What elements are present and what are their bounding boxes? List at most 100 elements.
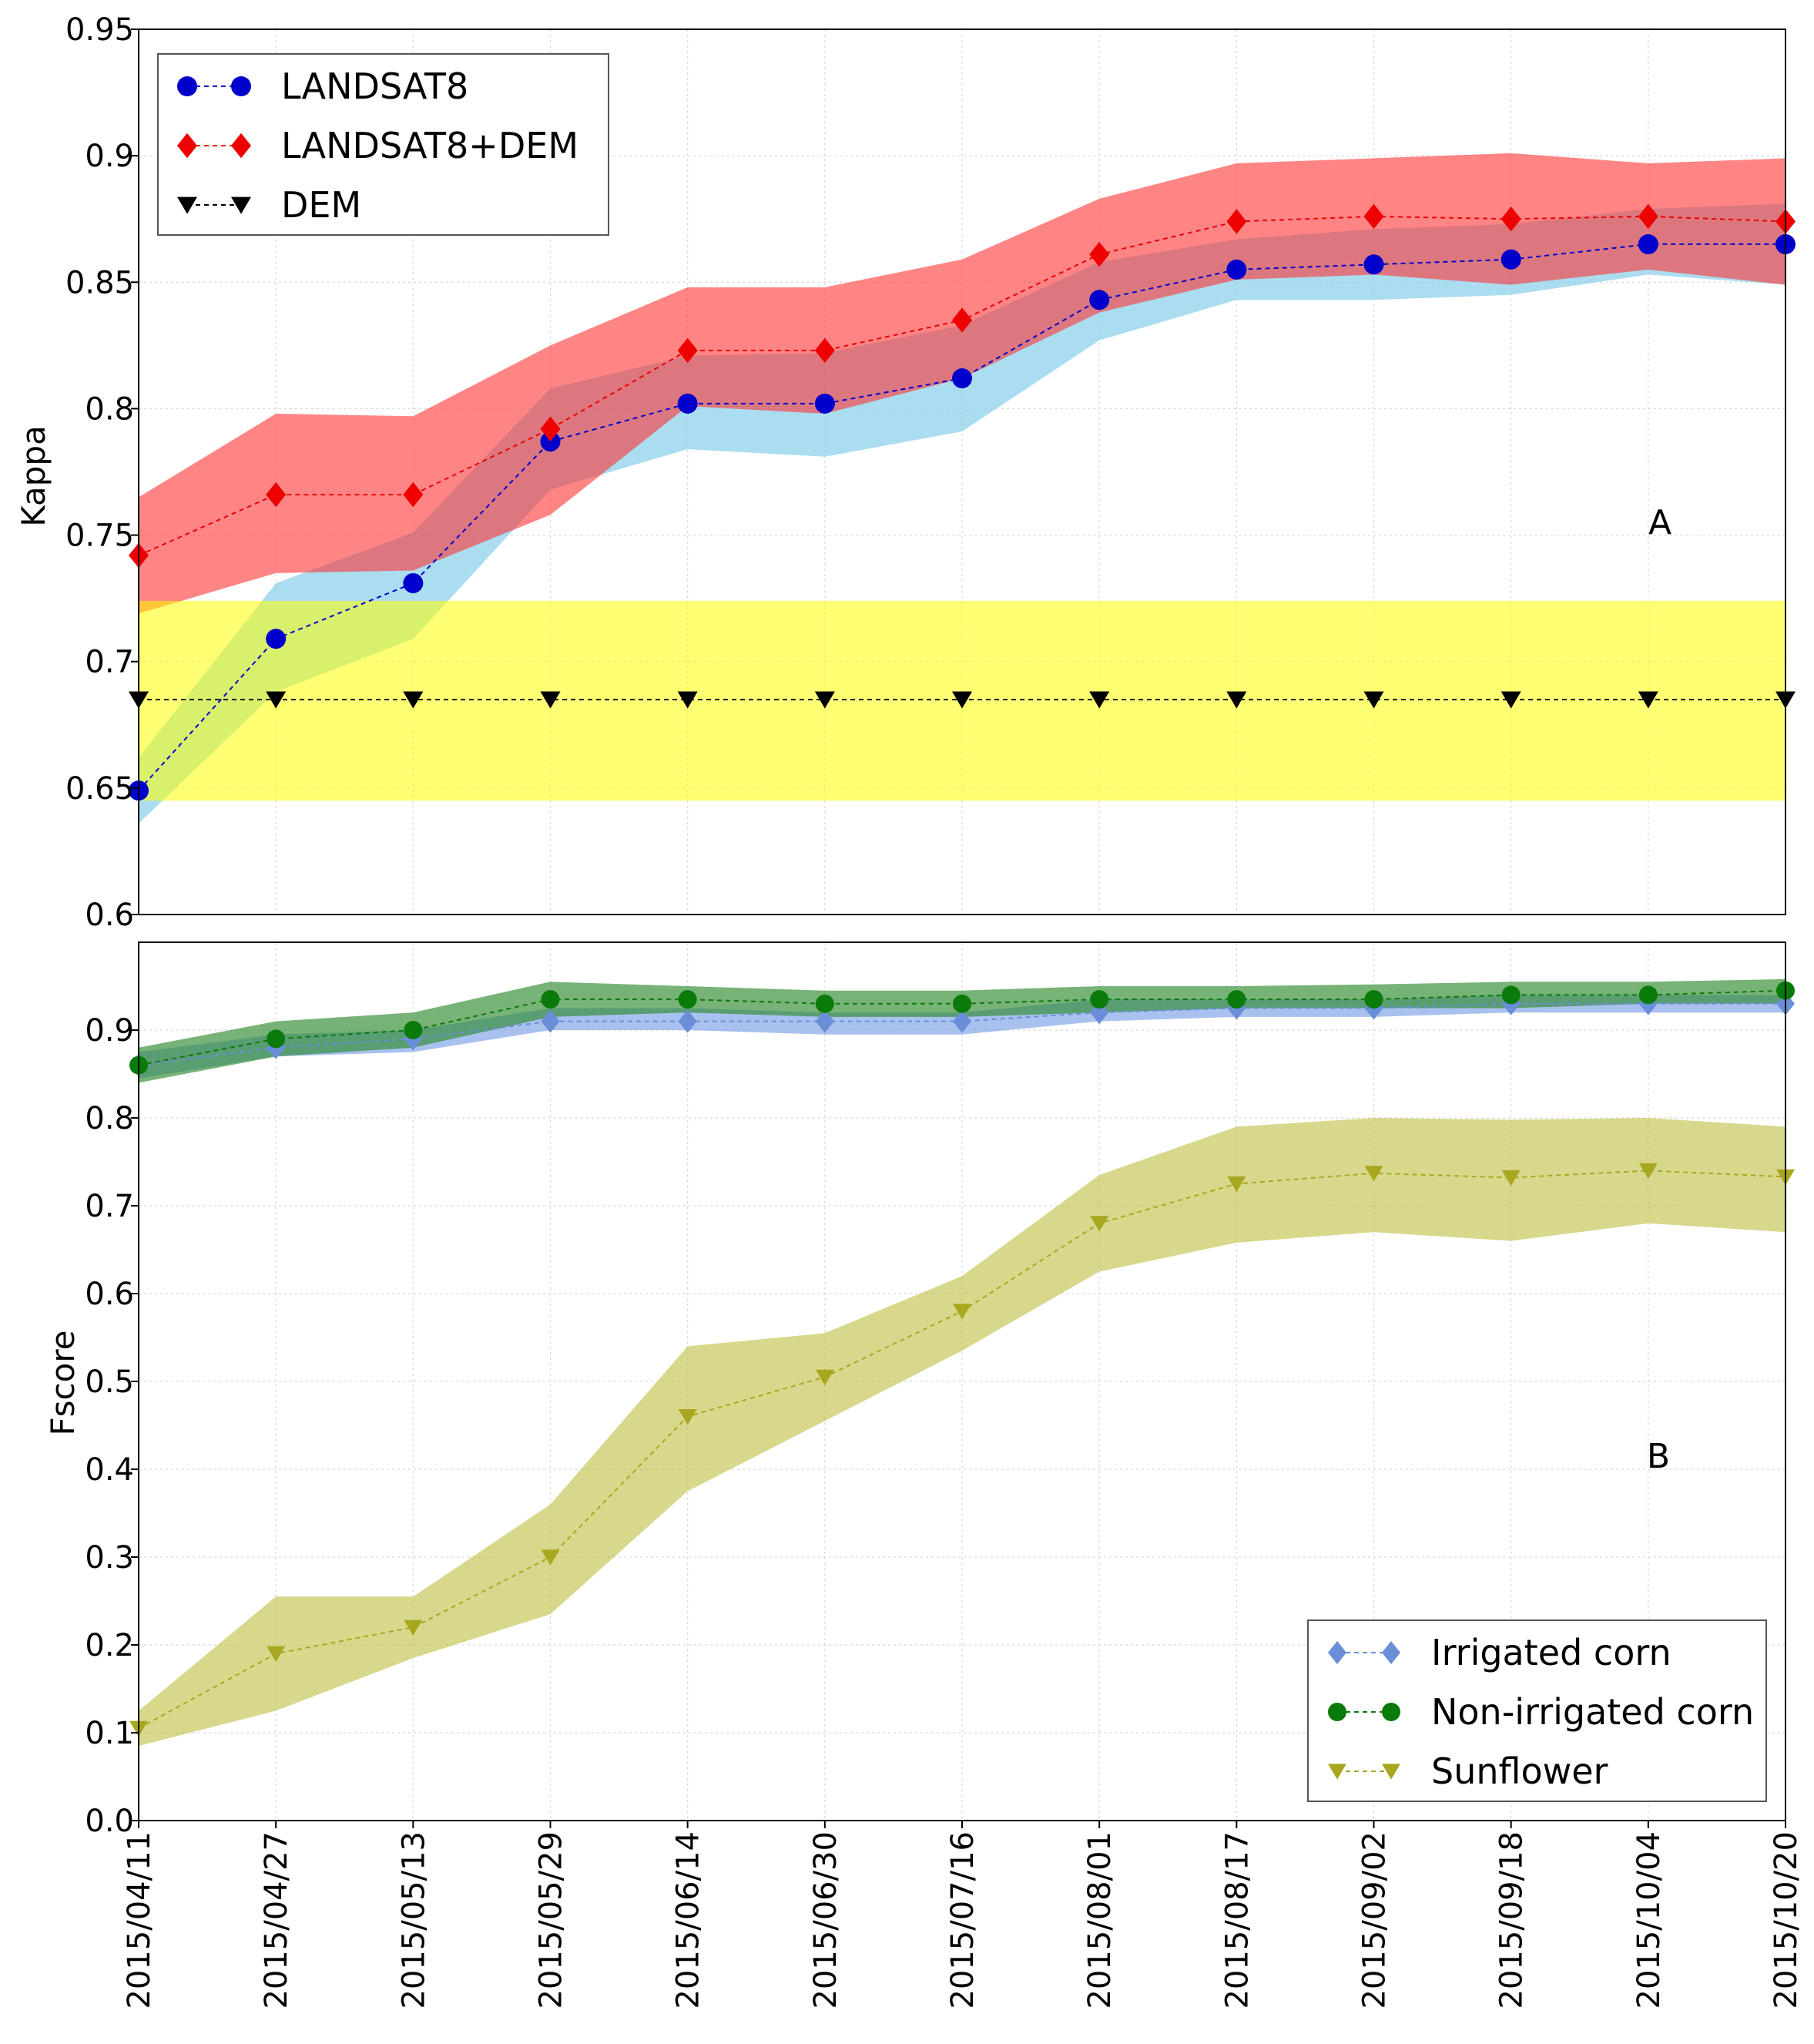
panel-b-legend-marker-non-irrigated-corn [1328, 1703, 1346, 1721]
panel-a-point-dem [1638, 691, 1658, 709]
panel-a-ytick-label: 0.7 [85, 645, 134, 680]
panel-b: 0.00.10.20.30.40.50.60.70.80.9 Fscore B … [44, 941, 1795, 1839]
panel-a-point-landsat8-dem [403, 482, 424, 508]
panel-a-frame [138, 29, 1786, 915]
panel-b-point-irrigated-corn [541, 1009, 560, 1033]
panel-a-point-dem [1089, 691, 1110, 709]
x-tick-label: 2015/09/18 [1494, 1831, 1530, 2009]
panel-a-point-landsat8 [1363, 254, 1384, 275]
panel-a-legend-marker-landsat8 [231, 76, 251, 96]
panel-b-point-non-irrigated-corn [1364, 990, 1383, 1009]
panel-b-legend: Irrigated corn Non-irrigated corn Sunflowe… [1307, 1619, 1767, 1802]
panel-b-ytick-label: 0.2 [85, 1628, 134, 1663]
panel-a-legend-marker-landsat8-dem [177, 133, 197, 159]
panel-b-point-sunflower [1227, 1176, 1246, 1193]
panel-a-point-landsat8-dem [266, 482, 287, 508]
panel-b-point-sunflower [953, 1304, 971, 1320]
panel-a-point-landsat8-dem [952, 307, 972, 333]
panel-b-ytick-label: 0.7 [85, 1189, 134, 1224]
panel-b-point-irrigated-corn [678, 1009, 697, 1033]
panel-a-ylabel: Kappa [15, 425, 52, 527]
x-tick-label: 2015/05/13 [396, 1831, 431, 2009]
panel-a-ytick-label: 0.6 [85, 898, 134, 933]
panel-a-point-landsat8 [952, 368, 972, 389]
x-tick-label: 2015/08/17 [1219, 1831, 1255, 2009]
panel-b-point-non-irrigated-corn [1638, 985, 1658, 1005]
panel-a-point-dem [814, 691, 835, 709]
panel-b-point-non-irrigated-corn [815, 994, 834, 1013]
panel-b-point-sunflower [1638, 1163, 1658, 1180]
panel-b-yticks: 0.0 0.1 0.2 0.3 0.4 0.5 0.6 0.7 0.8 0.9 [85, 1013, 139, 1839]
panel-a-ytick-label: 0.85 [65, 265, 134, 300]
panel-b-point-non-irrigated-corn [678, 990, 697, 1009]
panel-a-legend-marker-landsat8-dem [231, 133, 251, 159]
panel-a-point-dem [1363, 691, 1384, 709]
panel-b-ytick-label: 0.3 [85, 1540, 134, 1576]
panel-b-point-sunflower [1501, 1170, 1521, 1186]
x-tick-label: 2015/09/02 [1357, 1831, 1393, 2009]
x-tick-label: 2015/10/04 [1631, 1831, 1667, 2009]
panel-a-ytick-label: 0.65 [65, 771, 134, 807]
panel-a-point-landsat8 [1638, 234, 1658, 255]
panel-b-point-sunflower [678, 1409, 697, 1425]
x-axis-tick-labels: 2015/04/11 2015/04/27 2015/05/13 2015/05/29… [122, 1821, 1804, 2009]
panel-b-point-sunflower [815, 1369, 834, 1386]
panel-b-point-non-irrigated-corn [1090, 990, 1109, 1009]
x-tick-label: 2015/10/20 [1769, 1831, 1804, 2009]
panel-a-point-landsat8-dem [677, 337, 698, 364]
x-tick-label: 2015/04/27 [259, 1831, 294, 2009]
panel-a-point-landsat8 [1089, 290, 1110, 310]
panel-a-point-landsat8-dem [1638, 203, 1658, 230]
panel-b-point-sunflower [541, 1549, 560, 1566]
panel-b-legend-label-sunflower: Sunflower [1431, 1750, 1608, 1792]
panel-b-legend-label-non-irrigated-corn: Non-irrigated corn [1431, 1691, 1754, 1733]
panel-a-point-dem [540, 691, 561, 709]
panel-b-point-non-irrigated-corn [1501, 985, 1521, 1005]
panel-b-point-non-irrigated-corn [541, 990, 560, 1009]
panel-a-point-landsat8-dem [1226, 209, 1247, 234]
panel-b-band-sunflower [139, 1118, 1785, 1747]
panel-a-point-landsat8-dem [1363, 203, 1384, 230]
x-tick-label: 2015/07/16 [945, 1831, 981, 2009]
panel-a-point-landsat8-dem [1500, 206, 1521, 232]
panel-a-point-landsat8 [1226, 259, 1247, 280]
panel-a-point-landsat8 [540, 431, 561, 452]
panel-b-ytick-label: 0.9 [85, 1013, 134, 1049]
panel-a-legend-label-dem: DEM [281, 184, 361, 226]
panel-b-legend-marker-irrigated-corn [1328, 1641, 1346, 1664]
x-tick-label: 2015/04/11 [122, 1831, 157, 2009]
panel-a-legend-marker-dem [231, 196, 251, 214]
panel-a-legend-label-landsat8: LANDSAT8 [281, 65, 468, 107]
x-tick-label: 2015/06/30 [808, 1831, 843, 2009]
panel-a-ytick-label: 0.8 [85, 391, 134, 427]
panel-a-point-dem [1500, 691, 1521, 709]
panel-a-point-landsat8-dem [814, 337, 835, 364]
panel-b-point-non-irrigated-corn [1227, 990, 1246, 1009]
panel-b-point-sunflower [1364, 1166, 1383, 1182]
panel-a-legend-marker-dem [177, 196, 197, 214]
panel-a-legend-marker-landsat8 [177, 76, 197, 96]
panel-a-legend: LANDSAT8 LANDSAT8+DEM DEM [157, 53, 609, 236]
panel-a-point-landsat8-dem [540, 416, 561, 441]
panel-a-yticks: 0.6 0.65 0.7 0.75 0.8 0.85 0.9 0.95 [65, 12, 139, 933]
panel-a-point-dem [1226, 691, 1247, 709]
x-tick-label: 2015/06/14 [671, 1831, 706, 2009]
panel-b-point-irrigated-corn [815, 1009, 834, 1033]
panel-a-point-landsat8 [266, 629, 287, 649]
panel-b-ylabel: Fscore [44, 1330, 82, 1435]
panel-b-ytick-label: 0.6 [85, 1277, 134, 1312]
panel-b-point-non-irrigated-corn [404, 1021, 423, 1039]
panel-a-point-landsat8 [814, 393, 835, 414]
panel-a-point-landsat8 [403, 572, 424, 593]
panel-a-point-landsat8-dem [1089, 241, 1110, 267]
panel-b-point-non-irrigated-corn [953, 994, 971, 1013]
panel-a-point-dem [952, 691, 972, 709]
panel-a-ytick-label: 0.95 [65, 12, 134, 48]
panel-b-ytick-label: 0.5 [85, 1364, 134, 1400]
panel-b-point-non-irrigated-corn [267, 1029, 286, 1049]
x-tick-label: 2015/05/29 [534, 1831, 569, 2009]
panel-b-point-sunflower [1090, 1216, 1109, 1232]
panel-b-ytick-label: 0.8 [85, 1101, 134, 1136]
panel-a-point-landsat8 [1500, 249, 1521, 270]
